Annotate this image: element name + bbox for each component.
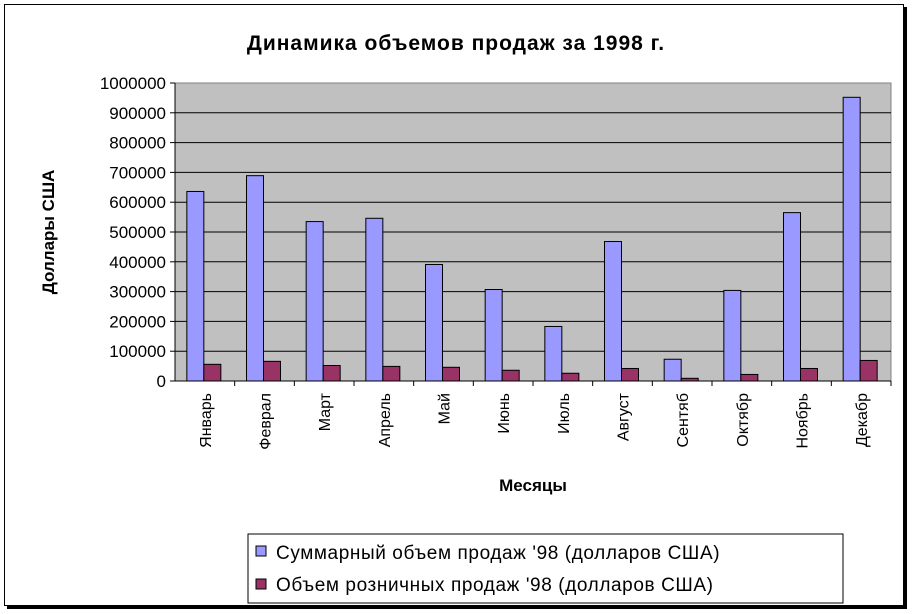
x-tick-label: Феврал (258, 393, 275, 450)
y-tick-label: 300000 (109, 283, 166, 302)
bar-retail (322, 365, 341, 382)
x-tick-label: Август (616, 392, 633, 441)
y-tick-label: 0 (157, 372, 166, 391)
bar-total (305, 221, 324, 382)
bar-total (842, 96, 861, 382)
x-tick-label: Июнь (496, 393, 513, 434)
legend-label-total: Суммарный объем продаж '98 (долларов США… (276, 543, 720, 564)
legend-swatch-retail (255, 578, 267, 590)
x-axis-label: Месяцы (499, 476, 567, 495)
bar-total (604, 241, 622, 382)
y-tick-label: 100000 (109, 342, 166, 361)
bar-retail (561, 372, 580, 382)
bar-total (783, 212, 801, 382)
bar-total (663, 358, 682, 382)
bar-retail (621, 367, 639, 382)
bar-total (365, 217, 384, 382)
y-axis-label: Доллары США (39, 170, 58, 295)
y-tick-label: 200000 (109, 312, 166, 331)
bar-total (246, 175, 264, 382)
y-tick-label: 600000 (109, 193, 166, 212)
x-tick-label: Сентяб (675, 393, 692, 447)
bar-retail (203, 363, 222, 382)
bar-retail (859, 359, 878, 382)
bar-retail (800, 367, 818, 382)
bar-total (186, 190, 205, 382)
x-tick-label: Январь (198, 393, 215, 448)
bar-total (544, 325, 563, 382)
chart-title: Динамика объемов продаж за 1998 г. (247, 32, 665, 55)
y-tick-label: 500000 (109, 223, 166, 242)
legend-swatch-total (255, 545, 267, 557)
bar-total (425, 263, 443, 382)
bar-retail (501, 369, 520, 382)
x-tick-label: Март (317, 392, 334, 431)
x-tick-label: Апрель (377, 393, 394, 447)
legend-label-retail: Объем розничных продаж '98 (долларов США… (276, 575, 714, 596)
x-tick-label: Май (437, 393, 454, 424)
y-tick-label: 800000 (109, 134, 166, 153)
y-tick-label: 900000 (109, 104, 166, 123)
y-tick-label: 700000 (109, 163, 166, 182)
bar-retail (382, 365, 401, 382)
bar-retail (263, 360, 281, 382)
bar-total (723, 289, 742, 382)
bar-retail (740, 373, 759, 382)
y-tick-label: 1000000 (100, 74, 166, 93)
x-tick-label: Октябр (735, 393, 752, 447)
x-tick-label: Июль (556, 393, 573, 434)
x-tick-label: Декабр (854, 393, 871, 447)
legend: Суммарный объем продаж '98 (долларов США… (247, 533, 844, 604)
y-tick-label: 400000 (109, 253, 166, 272)
bar-total (484, 289, 503, 382)
bar-retail (442, 366, 460, 382)
x-tick-label: Ноябрь (795, 393, 812, 449)
